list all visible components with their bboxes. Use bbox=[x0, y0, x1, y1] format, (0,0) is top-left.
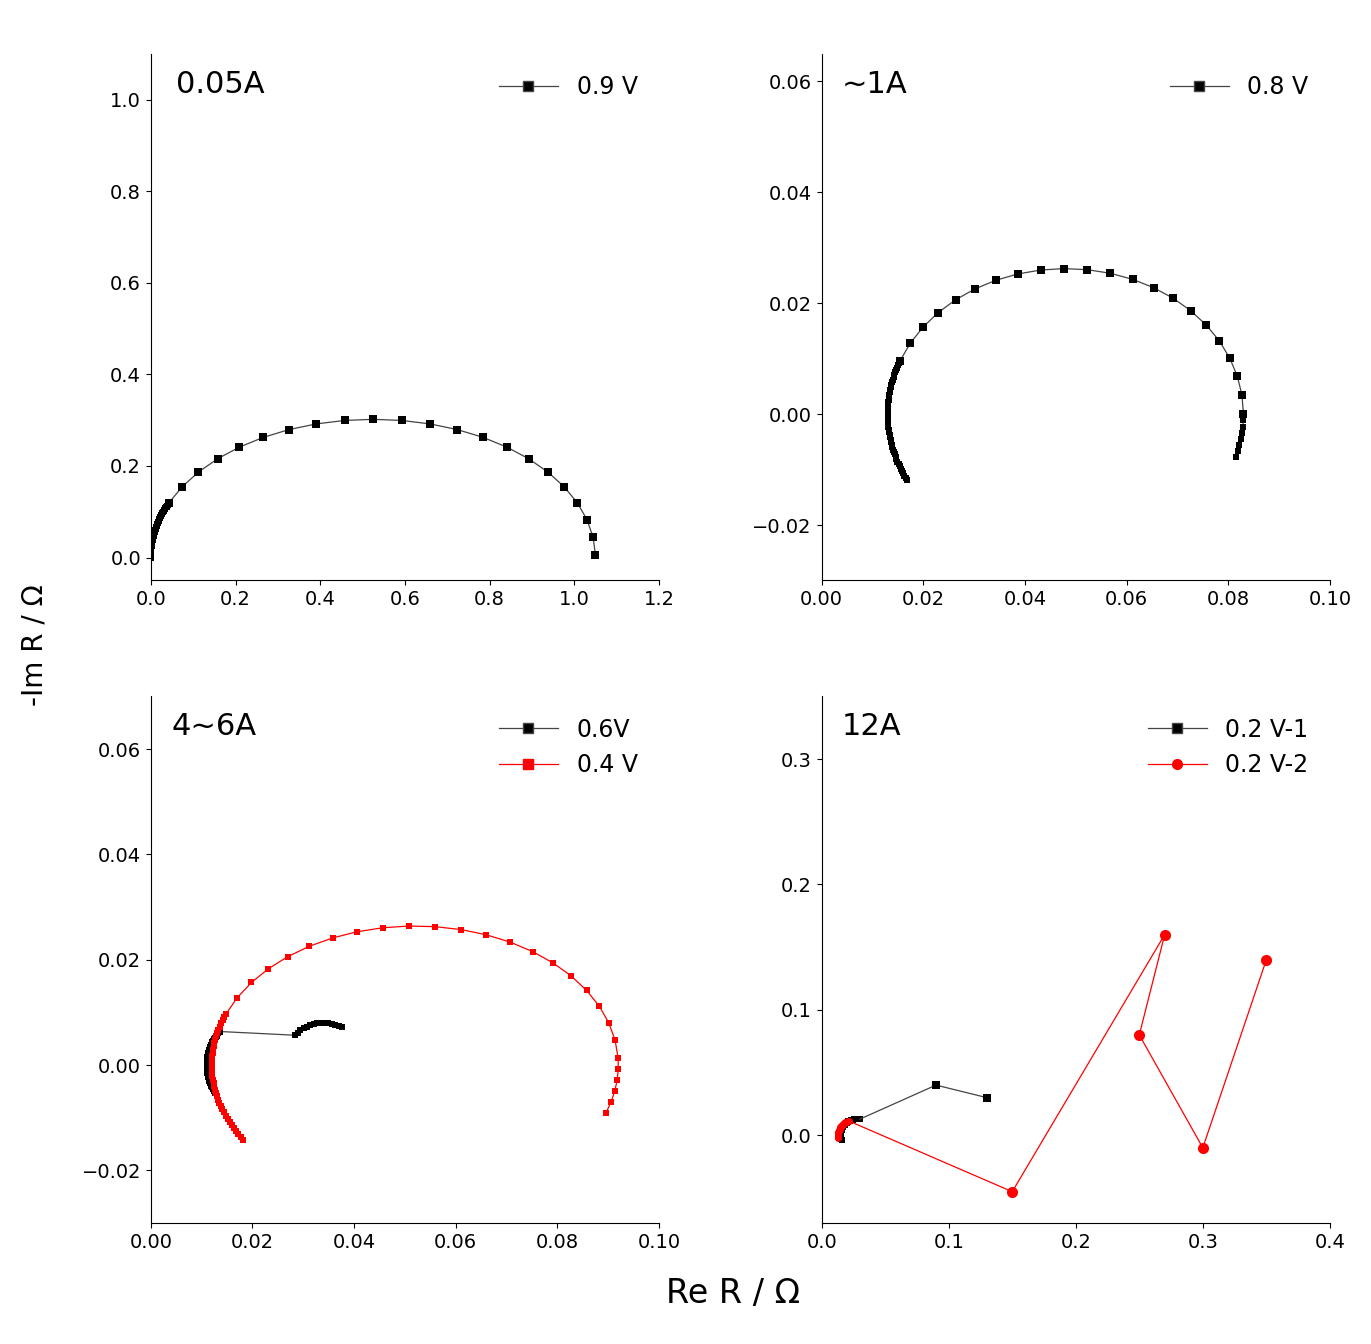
Text: ~1A: ~1A bbox=[842, 70, 908, 98]
Legend: 0.6V, 0.4 V: 0.6V, 0.4 V bbox=[489, 708, 647, 786]
Legend: 0.9 V: 0.9 V bbox=[489, 66, 647, 109]
Text: 4~6A: 4~6A bbox=[171, 712, 256, 741]
Legend: 0.8 V: 0.8 V bbox=[1160, 66, 1318, 109]
Legend: 0.2 V-1, 0.2 V-2: 0.2 V-1, 0.2 V-2 bbox=[1138, 708, 1318, 786]
Text: 0.05A: 0.05A bbox=[177, 70, 265, 98]
Text: 12A: 12A bbox=[842, 712, 902, 741]
Text: Re R / Ω: Re R / Ω bbox=[666, 1277, 801, 1310]
Text: -Im R / Ω: -Im R / Ω bbox=[21, 585, 48, 706]
